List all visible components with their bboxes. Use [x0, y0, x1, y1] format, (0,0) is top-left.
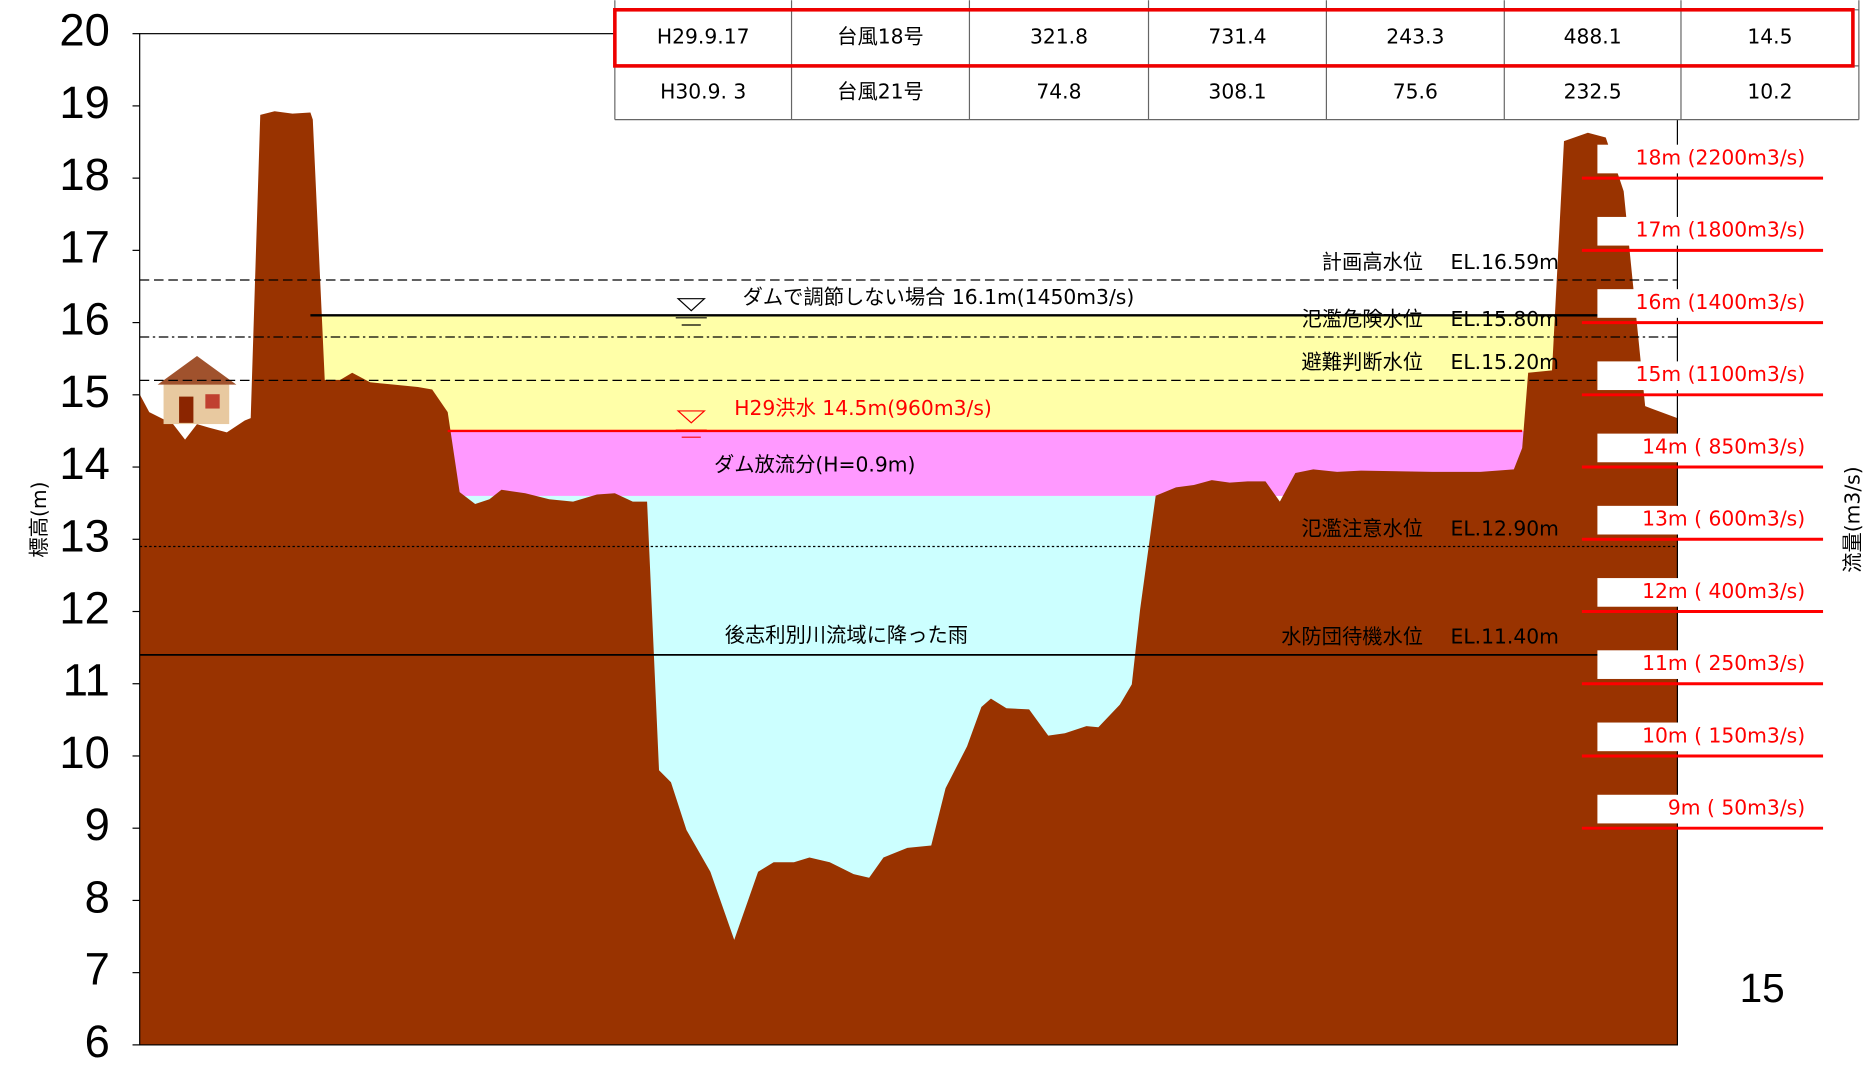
y-tick-label: 12 [59, 582, 109, 633]
stage-label: 15m (1100m3/s) [1636, 362, 1806, 386]
level-value: EL.16.59m [1451, 250, 1559, 274]
level-name: 水防団待機水位 [1281, 625, 1423, 649]
y-tick-label: 11 [63, 655, 110, 706]
y-tick-label: 14 [59, 438, 109, 489]
level-value: EL.12.90m [1451, 516, 1559, 540]
y-tick-label: 13 [59, 510, 109, 561]
stage-label: 11m ( 250m3/s) [1642, 651, 1805, 675]
table-cell: 232.5 [1564, 79, 1622, 103]
flood-label: ダムで調節しない場合 16.1m(1450m3/s) [743, 285, 1135, 309]
y-tick-label: 8 [85, 871, 110, 922]
table-cell: 75.6 [1393, 79, 1438, 103]
table-cell: 74.8 [1036, 79, 1081, 103]
slide: 6 7 8 9 10 11 12 13 14 15 16 17 18 19 20 ダム放流分(H=0.9m) 後… [0, 0, 1872, 1069]
table-cell: 308.1 [1208, 79, 1266, 103]
y-tick-label: 20 [59, 5, 109, 56]
y-tick-label: 16 [59, 294, 109, 345]
stage-label: 12m ( 400m3/s) [1642, 579, 1805, 603]
house-icon [158, 356, 237, 424]
stage-label: 13m ( 600m3/s) [1642, 507, 1805, 531]
table-cell: 488.1 [1564, 24, 1622, 48]
level-name: 計画高水位 [1322, 250, 1423, 274]
region-label: ダム放流分(H=0.9m) [714, 452, 916, 476]
stage-label: 18m (2200m3/s) [1636, 146, 1806, 170]
table-cell: H30.9. 3 [660, 79, 746, 103]
y-tick-label: 7 [85, 944, 110, 995]
page-number: 15 [1740, 965, 1785, 1011]
stage-label: 9m ( 50m3/s) [1668, 796, 1805, 820]
level-value: EL.11.40m [1451, 625, 1559, 649]
stage-label: 16m (1400m3/s) [1636, 290, 1806, 314]
table-cell: 14.5 [1747, 24, 1792, 48]
level-name: 氾濫注意水位 [1301, 516, 1423, 540]
table-cell: 台風18号 [837, 24, 924, 48]
stage-label: 14m ( 850m3/s) [1642, 434, 1805, 458]
y-tick-label: 18 [59, 149, 109, 200]
y-tick-label: 9 [85, 799, 110, 850]
stage-label: 10m ( 150m3/s) [1642, 723, 1805, 747]
table-cell: H29.9.17 [657, 24, 750, 48]
level-value: EL.15.80m [1451, 307, 1559, 331]
y-tick-label: 10 [59, 727, 109, 778]
y-axis-label: 標高(m) [27, 481, 51, 557]
level-name: 避難判断水位 [1301, 350, 1423, 374]
stage-label: 17m (1800m3/s) [1636, 218, 1806, 242]
table-cell: 731.4 [1208, 24, 1266, 48]
y-tick-label: 19 [59, 77, 109, 128]
level-name: 氾濫危険水位 [1301, 307, 1423, 331]
table-cell: 台風21号 [837, 79, 924, 103]
table-cell: 243.3 [1386, 24, 1444, 48]
flood-label: H29洪水 14.5m(960m3/s) [734, 396, 992, 420]
table-cell: 10.2 [1747, 79, 1792, 103]
y2-axis-label: 流量(m3/s) [1841, 466, 1865, 572]
y-tick-label: 17 [59, 221, 109, 272]
level-value: EL.15.20m [1451, 350, 1559, 374]
region-label: 後志利別川流域に降った雨 [725, 623, 968, 647]
table-cell: 321.8 [1030, 24, 1088, 48]
y-tick-label: 15 [59, 366, 109, 417]
y-tick-label: 6 [85, 1016, 110, 1067]
